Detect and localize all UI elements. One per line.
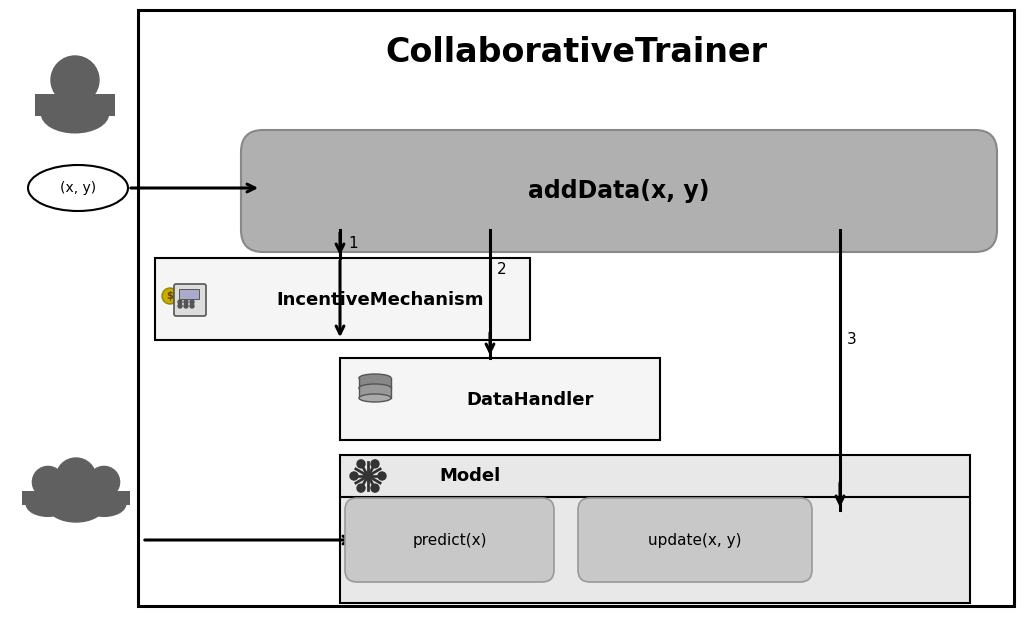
FancyBboxPatch shape [42, 490, 110, 508]
Text: IncentiveMechanism: IncentiveMechanism [276, 291, 483, 309]
Circle shape [357, 484, 365, 492]
Text: $: $ [167, 291, 173, 301]
Text: 1: 1 [348, 236, 357, 252]
FancyBboxPatch shape [155, 258, 530, 340]
Circle shape [178, 300, 182, 304]
Circle shape [364, 472, 372, 480]
Ellipse shape [359, 394, 391, 402]
Text: 3: 3 [847, 333, 857, 347]
FancyBboxPatch shape [22, 491, 74, 505]
Circle shape [350, 472, 358, 480]
Ellipse shape [28, 165, 128, 211]
Circle shape [357, 460, 365, 468]
Ellipse shape [82, 491, 126, 516]
Ellipse shape [27, 491, 70, 516]
FancyBboxPatch shape [359, 378, 391, 388]
Circle shape [51, 56, 99, 104]
FancyBboxPatch shape [359, 388, 391, 398]
Text: CollaborativeTrainer: CollaborativeTrainer [385, 36, 767, 68]
Circle shape [190, 300, 194, 304]
Ellipse shape [48, 490, 104, 522]
Circle shape [33, 466, 63, 497]
Text: predict(x): predict(x) [413, 532, 487, 547]
FancyBboxPatch shape [345, 498, 554, 582]
Text: Model: Model [439, 467, 501, 485]
Circle shape [88, 466, 120, 497]
Circle shape [56, 458, 96, 498]
FancyBboxPatch shape [241, 130, 997, 252]
Circle shape [190, 304, 194, 308]
FancyBboxPatch shape [179, 289, 199, 299]
FancyBboxPatch shape [340, 455, 970, 603]
FancyBboxPatch shape [578, 498, 812, 582]
Circle shape [371, 460, 379, 468]
Ellipse shape [359, 384, 391, 392]
FancyBboxPatch shape [174, 284, 206, 316]
Circle shape [184, 304, 188, 308]
Circle shape [178, 304, 182, 308]
Circle shape [378, 472, 386, 480]
Text: 2: 2 [497, 262, 507, 278]
Circle shape [162, 288, 178, 304]
Ellipse shape [359, 374, 391, 382]
Text: DataHandler: DataHandler [466, 391, 594, 409]
Ellipse shape [41, 94, 109, 133]
FancyBboxPatch shape [340, 358, 660, 440]
FancyBboxPatch shape [78, 491, 130, 505]
Circle shape [184, 300, 188, 304]
Circle shape [371, 484, 379, 492]
FancyBboxPatch shape [35, 94, 116, 115]
Text: addData(x, y): addData(x, y) [528, 179, 710, 203]
FancyBboxPatch shape [138, 10, 1014, 606]
Text: update(x, y): update(x, y) [648, 532, 741, 547]
Text: (x, y): (x, y) [60, 181, 96, 195]
